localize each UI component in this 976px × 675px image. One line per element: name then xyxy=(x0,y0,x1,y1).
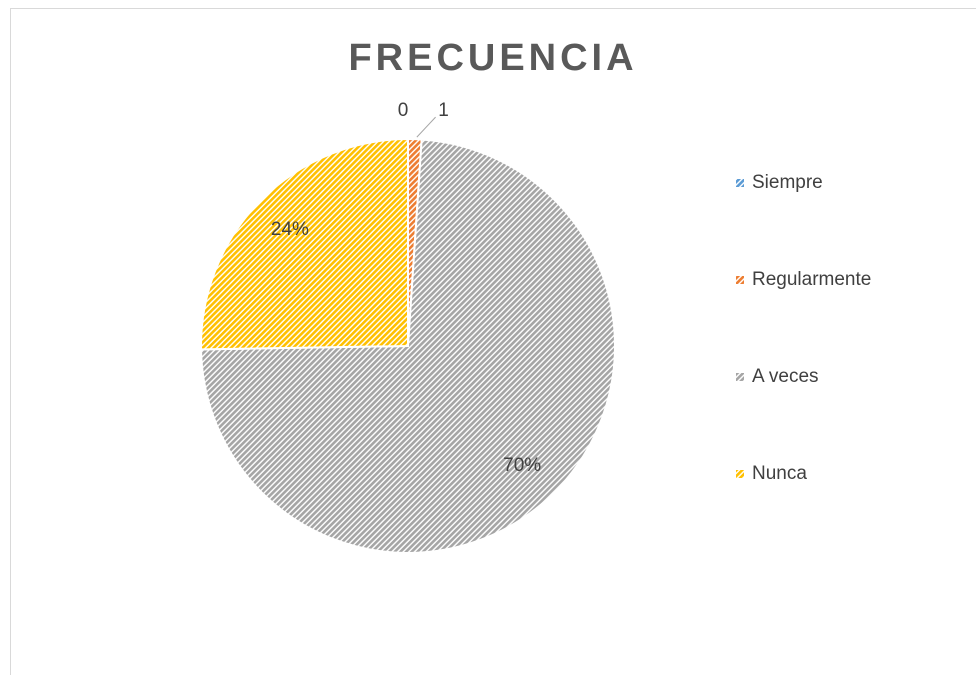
pie-slice xyxy=(200,137,409,351)
data-label: 24% xyxy=(271,219,309,240)
leader-line xyxy=(416,116,436,138)
legend-swatch xyxy=(736,470,744,478)
legend-swatch xyxy=(736,373,744,381)
legend-label: Siempre xyxy=(752,172,823,193)
legend-swatch xyxy=(736,276,744,284)
legend-label: A veces xyxy=(752,366,819,387)
legend-label: Nunca xyxy=(752,463,807,484)
chart-title: FRECUENCIA xyxy=(348,37,637,79)
legend-label: Regularmente xyxy=(752,269,871,290)
data-label: 70% xyxy=(503,455,541,476)
data-label: 0 xyxy=(398,100,409,121)
data-label: 1 xyxy=(438,100,449,121)
legend-swatch xyxy=(736,179,744,187)
